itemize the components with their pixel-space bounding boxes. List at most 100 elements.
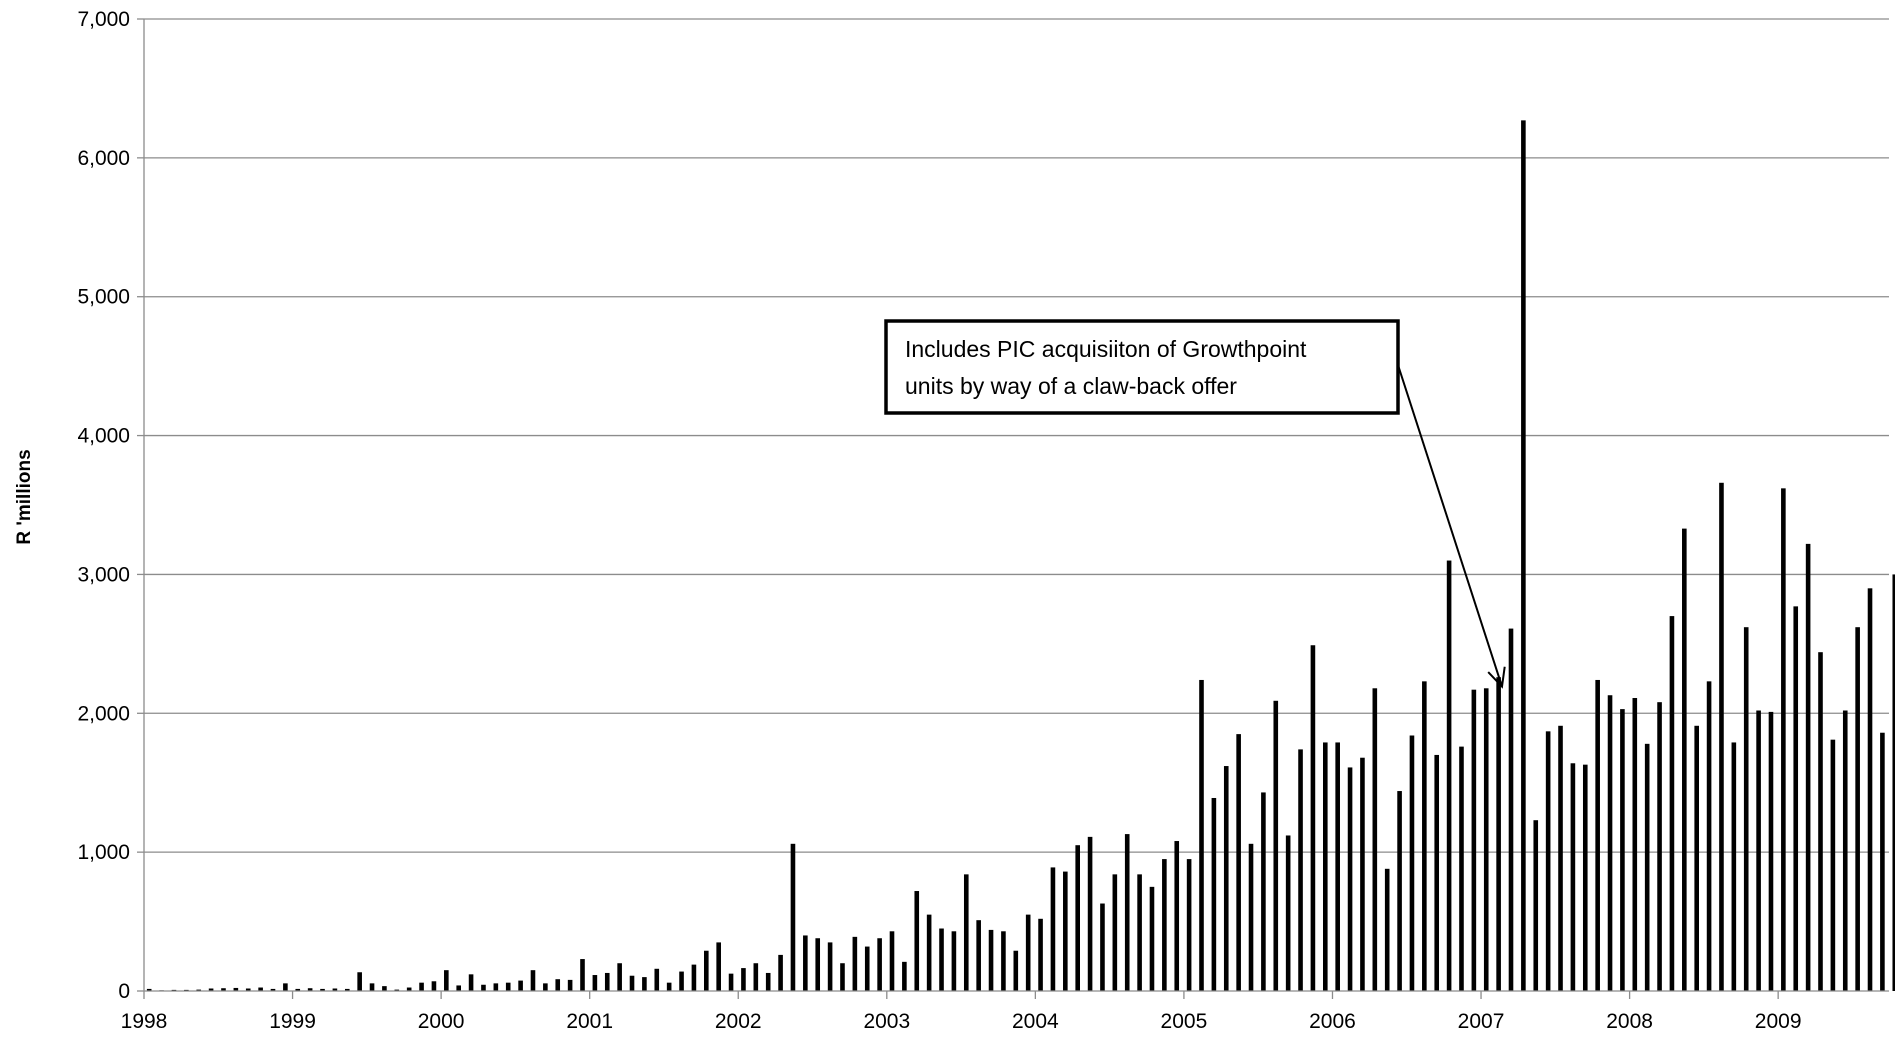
annotation: Includes PIC acquisiiton of Growthpoint …	[884, 319, 1506, 689]
bar	[419, 982, 424, 991]
bar	[1496, 677, 1501, 991]
bar	[146, 988, 152, 991]
bar	[1063, 871, 1068, 991]
y-tick-label: 3,000	[77, 563, 130, 586]
bar	[1830, 739, 1836, 991]
bar	[1756, 710, 1761, 991]
bar	[629, 975, 635, 991]
bar	[307, 988, 313, 991]
bar	[679, 971, 684, 991]
bar	[1694, 725, 1699, 991]
bar	[493, 983, 499, 991]
x-tick-label: 2008	[1606, 1010, 1653, 1033]
bar	[1372, 688, 1378, 991]
bar	[1248, 843, 1254, 991]
bar	[1657, 702, 1662, 991]
x-tick-label: 2007	[1458, 1010, 1505, 1033]
bar	[1335, 742, 1340, 991]
bar	[1261, 792, 1266, 991]
bar	[270, 988, 276, 991]
bar	[1149, 886, 1155, 991]
bar	[852, 936, 858, 991]
annotation-line-2: units by way of a claw-back offer	[905, 373, 1237, 399]
bar	[1731, 742, 1737, 991]
y-tick-label: 2,000	[77, 702, 130, 725]
bar	[666, 982, 672, 991]
x-tick-label: 2002	[715, 1010, 762, 1033]
bar	[1298, 749, 1303, 991]
bar	[703, 950, 709, 991]
bar	[1582, 764, 1588, 991]
bar	[369, 983, 375, 991]
bar	[1434, 754, 1440, 991]
bar	[765, 972, 771, 991]
bar	[827, 942, 833, 991]
y-tick-label: 7,000	[77, 8, 130, 31]
bar	[1001, 931, 1006, 991]
bar	[976, 920, 981, 991]
bar	[1521, 120, 1526, 991]
bar	[1322, 742, 1328, 991]
bar	[1706, 681, 1712, 991]
bar	[778, 954, 783, 991]
bar	[1409, 735, 1415, 991]
bar	[1162, 859, 1167, 991]
x-tick-label: 2000	[418, 1010, 465, 1033]
bar	[716, 942, 721, 991]
bar	[518, 980, 523, 991]
bar	[332, 988, 338, 991]
bar	[555, 979, 561, 991]
bar	[1669, 616, 1675, 991]
bar	[1743, 627, 1749, 991]
bar	[1570, 763, 1576, 991]
bar	[1867, 588, 1873, 991]
bar	[939, 928, 944, 991]
bar	[1446, 560, 1452, 991]
bar	[1620, 709, 1625, 991]
bar	[1384, 868, 1390, 991]
bar	[864, 946, 870, 991]
bar	[1805, 543, 1811, 991]
bar	[926, 914, 932, 991]
bar	[1013, 950, 1019, 991]
bar	[1050, 867, 1056, 991]
bar	[1533, 820, 1539, 991]
bar	[1310, 645, 1316, 991]
bar	[1483, 688, 1489, 991]
bar	[1682, 528, 1687, 991]
bar	[1644, 743, 1650, 991]
bar	[877, 938, 882, 991]
annotation-box	[884, 319, 1400, 415]
bar	[1236, 734, 1241, 991]
bar	[728, 973, 734, 991]
bar	[1880, 732, 1885, 991]
bar	[1199, 679, 1204, 991]
bar	[295, 988, 301, 991]
x-tick-label: 2004	[1012, 1010, 1059, 1033]
bar	[344, 988, 350, 991]
bar	[815, 938, 821, 991]
bar	[1087, 836, 1093, 991]
bar	[382, 986, 387, 991]
bar	[1545, 731, 1551, 991]
x-tick-label: 1999	[269, 1010, 316, 1033]
bar	[654, 968, 660, 991]
bar	[1075, 845, 1080, 991]
annotation-arrowhead	[1487, 666, 1506, 689]
bar	[1842, 710, 1848, 991]
bar	[1422, 681, 1427, 991]
x-tick-label: 1998	[121, 1010, 168, 1033]
y-tick-label: 6,000	[77, 147, 130, 170]
axes: 0 1,000 2,000 3,000 4,000 5,000 6,000 7,000 1998…	[77, 8, 1889, 1033]
gridlines	[144, 18, 1889, 853]
bar	[481, 984, 486, 991]
bar	[1768, 711, 1774, 991]
bar	[357, 972, 362, 991]
bar	[1607, 695, 1613, 991]
x-tick-label: 2006	[1309, 1010, 1356, 1033]
bar	[1397, 791, 1402, 991]
bar	[320, 988, 325, 991]
bar	[431, 981, 437, 991]
bar	[1595, 679, 1600, 991]
